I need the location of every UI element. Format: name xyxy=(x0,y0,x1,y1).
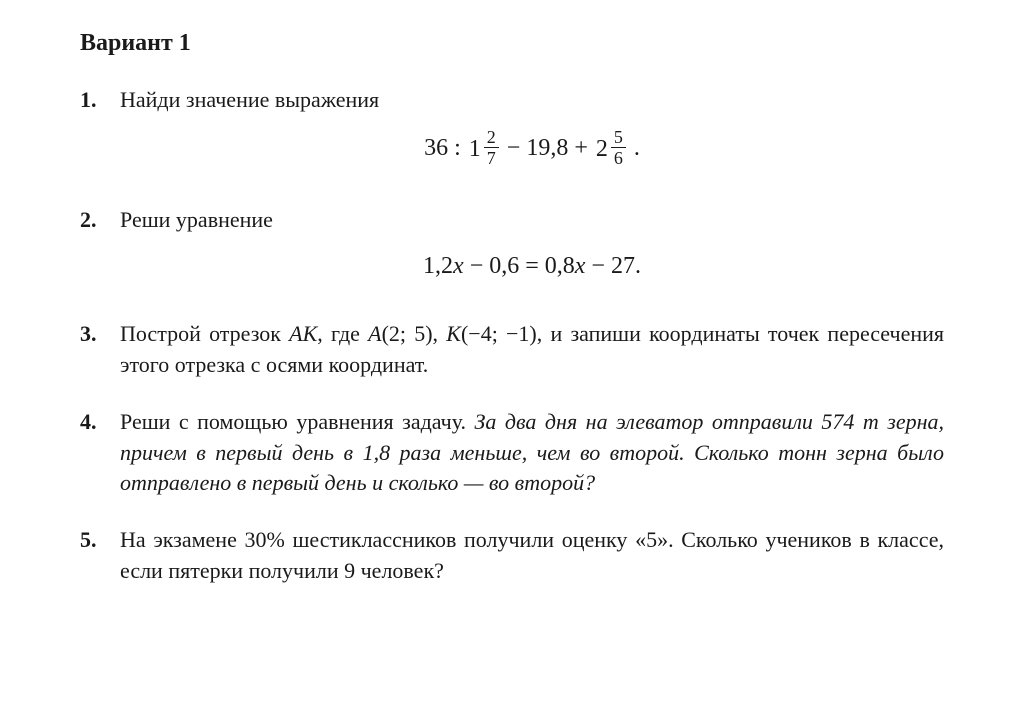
problem-3-number: 3. xyxy=(80,319,120,381)
p3-t3: (2; 5), xyxy=(382,321,447,346)
problem-4: 4. Реши с помощью уравнения задачу. За д… xyxy=(80,407,944,499)
problem-1-number: 1. xyxy=(80,85,120,179)
p3-AK: AK xyxy=(289,321,317,346)
eq2-b: − 0,6 = 0,8 xyxy=(464,253,575,279)
eq1-m2-num: 5 xyxy=(611,128,626,148)
problem-2-lead: Реши уравнение xyxy=(120,207,273,232)
problem-3-body: Построй отрезок AK, где A(2; 5), K(−4; −… xyxy=(120,319,944,381)
problem-5-number: 5. xyxy=(80,525,120,587)
problem-1-equation: 36 : 1 2 7 − 19,8 + 2 5 6 . xyxy=(120,130,944,169)
eq1-m1-den: 7 xyxy=(484,148,499,167)
p5-text: На экзамене 30% шестиклассников получили… xyxy=(120,527,944,583)
problem-2-body: Реши уравнение 1,2x − 0,6 = 0,8x − 27. xyxy=(120,205,944,293)
problem-2: 2. Реши уравнение 1,2x − 0,6 = 0,8x − 27… xyxy=(80,205,944,293)
page-container: Вариант 1 1. Найди значение выражения 36… xyxy=(0,0,1024,643)
eq1-m1-frac: 2 7 xyxy=(484,128,499,167)
eq2-c: − 27. xyxy=(585,253,641,279)
problem-2-number: 2. xyxy=(80,205,120,293)
problem-5: 5. На экзамене 30% шестиклассников получ… xyxy=(80,525,944,587)
eq1-m2-whole: 2 xyxy=(596,133,611,167)
problem-3: 3. Построй отрезок AK, где A(2; 5), K(−4… xyxy=(80,319,944,381)
problem-1-body: Найди значение выражения 36 : 1 2 7 − 19… xyxy=(120,85,944,179)
variant-title: Вариант 1 xyxy=(80,30,944,57)
problem-4-number: 4. xyxy=(80,407,120,499)
p3-t2: , где xyxy=(317,321,368,346)
problem-1-lead: Найди значение выражения xyxy=(120,87,379,112)
p3-K: K xyxy=(446,321,461,346)
eq2-x1: x xyxy=(453,253,464,279)
p3-A: A xyxy=(368,321,381,346)
p3-t1: Построй отрезок xyxy=(120,321,289,346)
eq2-a: 1,2 xyxy=(423,253,453,279)
problem-5-body: На экзамене 30% шестиклассников получили… xyxy=(120,525,944,587)
eq1-mixed-1: 1 2 7 xyxy=(469,130,499,169)
problem-4-body: Реши с помощью уравнения задачу. За два … xyxy=(120,407,944,499)
eq2-x2: x xyxy=(575,253,586,279)
eq1-tail: . xyxy=(634,135,640,161)
eq1-part-a: 36 : xyxy=(424,135,467,161)
eq1-m2-frac: 5 6 xyxy=(611,128,626,167)
eq1-m1-whole: 1 xyxy=(469,133,484,167)
eq1-m1-num: 2 xyxy=(484,128,499,148)
eq1-m2-den: 6 xyxy=(611,148,626,167)
problem-1: 1. Найди значение выражения 36 : 1 2 7 −… xyxy=(80,85,944,179)
p4-plain: Реши с помощью уравнения задачу. xyxy=(120,409,475,434)
eq1-part-b: − 19,8 + xyxy=(507,135,594,161)
eq1-mixed-2: 2 5 6 xyxy=(596,130,626,169)
problem-2-equation: 1,2x − 0,6 = 0,8x − 27. xyxy=(120,250,944,284)
